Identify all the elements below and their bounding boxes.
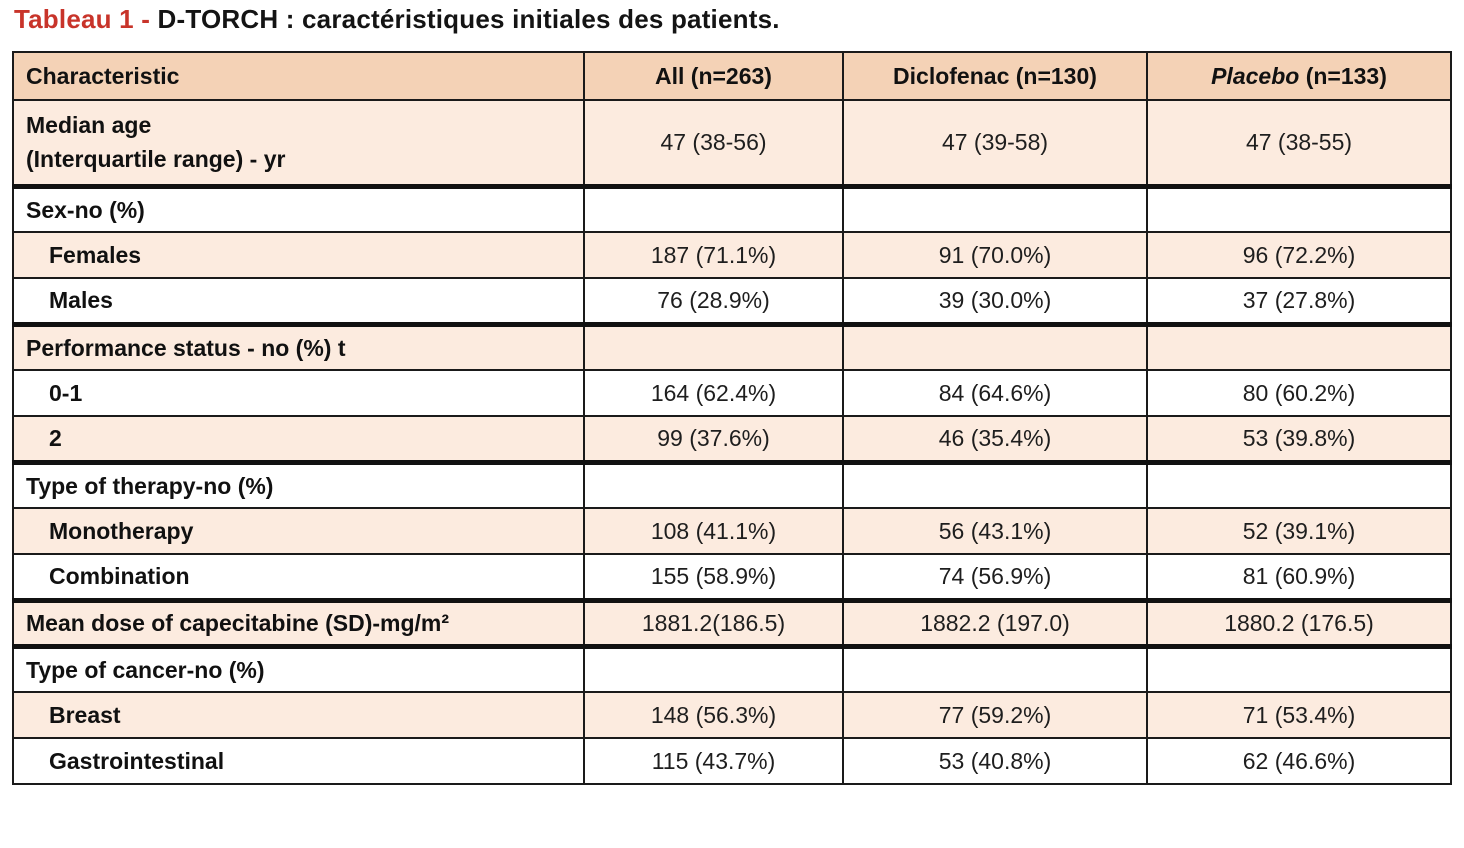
- table-caption: Tableau 1 - D-TORCH : caractéristiques i…: [14, 4, 780, 35]
- row-label: Type of cancer-no (%): [12, 645, 585, 693]
- cell-diclofenac: 56 (43.1%): [842, 507, 1148, 555]
- row-label: Mean dose of capecitabine (SD)-mg/m²: [12, 599, 585, 649]
- table-row: Monotherapy 108 (41.1%) 56 (43.1%) 52 (3…: [12, 507, 1452, 555]
- caption-text: D-TORCH : caractéristiques initiales des…: [150, 4, 780, 34]
- cell-diclofenac: 91 (70.0%): [842, 231, 1148, 279]
- cell-all: [583, 185, 844, 233]
- row-label: Monotherapy: [12, 507, 585, 555]
- table-row: 0-1 164 (62.4%) 84 (64.6%) 80 (60.2%): [12, 369, 1452, 417]
- header-placebo-n: (n=133): [1299, 62, 1387, 89]
- cell-all: 76 (28.9%): [583, 277, 844, 327]
- table-row: Gastrointestinal 115 (43.7%) 53 (40.8%) …: [12, 737, 1452, 785]
- table-row: Females 187 (71.1%) 91 (70.0%) 96 (72.2%…: [12, 231, 1452, 279]
- row-label: Females: [12, 231, 585, 279]
- cell-placebo: [1146, 185, 1452, 233]
- header-characteristic: Characteristic: [12, 51, 585, 101]
- header-all: All (n=263): [583, 51, 844, 101]
- cell-diclofenac: [842, 645, 1148, 693]
- table-row: Median age (Interquartile range) - yr 47…: [12, 99, 1452, 189]
- row-label-line2: (Interquartile range) - yr: [26, 146, 286, 173]
- table-row: Mean dose of capecitabine (SD)-mg/m² 188…: [12, 599, 1452, 649]
- cell-all: [583, 645, 844, 693]
- header-placebo: Placebo (n=133): [1146, 51, 1452, 101]
- cell-all: 99 (37.6%): [583, 415, 844, 465]
- row-label: Males: [12, 277, 585, 327]
- table-row: Sex-no (%): [12, 185, 1452, 233]
- row-label: Gastrointestinal: [12, 737, 585, 785]
- row-label: Combination: [12, 553, 585, 603]
- row-label-line1: Median age: [26, 111, 152, 138]
- row-label: 2: [12, 415, 585, 465]
- cell-diclofenac: 84 (64.6%): [842, 369, 1148, 417]
- cell-placebo: 62 (46.6%): [1146, 737, 1452, 785]
- cell-diclofenac: [842, 461, 1148, 509]
- cell-placebo: 37 (27.8%): [1146, 277, 1452, 327]
- cell-placebo: [1146, 645, 1452, 693]
- cell-placebo: [1146, 323, 1452, 371]
- table-row: Males 76 (28.9%) 39 (30.0%) 37 (27.8%): [12, 277, 1452, 327]
- table-row: Combination 155 (58.9%) 74 (56.9%) 81 (6…: [12, 553, 1452, 603]
- cell-diclofenac: 47 (39-58): [842, 99, 1148, 189]
- table-row: Performance status - no (%) t: [12, 323, 1452, 371]
- header-placebo-name: Placebo: [1211, 62, 1300, 89]
- cell-diclofenac: 1882.2 (197.0): [842, 599, 1148, 649]
- cell-diclofenac: 39 (30.0%): [842, 277, 1148, 327]
- row-label: Median age (Interquartile range) - yr: [12, 99, 585, 189]
- row-label: Performance status - no (%) t: [12, 323, 585, 371]
- cell-all: 187 (71.1%): [583, 231, 844, 279]
- cell-all: 47 (38-56): [583, 99, 844, 189]
- cell-diclofenac: [842, 185, 1148, 233]
- cell-placebo: 81 (60.9%): [1146, 553, 1452, 603]
- table-row: Type of therapy-no (%): [12, 461, 1452, 509]
- table-row: Type of cancer-no (%): [12, 645, 1452, 693]
- row-label: 0-1: [12, 369, 585, 417]
- cell-diclofenac: [842, 323, 1148, 371]
- table-row: Breast 148 (56.3%) 77 (59.2%) 71 (53.4%): [12, 691, 1452, 739]
- cell-placebo: [1146, 461, 1452, 509]
- cell-all: 155 (58.9%): [583, 553, 844, 603]
- cell-placebo: 53 (39.8%): [1146, 415, 1452, 465]
- header-row: Characteristic All (n=263) Diclofenac (n…: [12, 51, 1452, 101]
- cell-placebo: 71 (53.4%): [1146, 691, 1452, 739]
- cell-placebo: 96 (72.2%): [1146, 231, 1452, 279]
- cell-all: 115 (43.7%): [583, 737, 844, 785]
- cell-all: 1881.2(186.5): [583, 599, 844, 649]
- row-label: Sex-no (%): [12, 185, 585, 233]
- header-diclofenac: Diclofenac (n=130): [842, 51, 1148, 101]
- cell-all: 148 (56.3%): [583, 691, 844, 739]
- cell-diclofenac: 53 (40.8%): [842, 737, 1148, 785]
- cell-diclofenac: 77 (59.2%): [842, 691, 1148, 739]
- row-label: Breast: [12, 691, 585, 739]
- cell-diclofenac: 74 (56.9%): [842, 553, 1148, 603]
- caption-prefix: Tableau 1 -: [14, 4, 151, 34]
- table-row: 2 99 (37.6%) 46 (35.4%) 53 (39.8%): [12, 415, 1452, 465]
- cell-diclofenac: 46 (35.4%): [842, 415, 1148, 465]
- cell-placebo: 52 (39.1%): [1146, 507, 1452, 555]
- patient-characteristics-table: Characteristic All (n=263) Diclofenac (n…: [12, 51, 1452, 785]
- cell-all: [583, 323, 844, 371]
- cell-placebo: 47 (38-55): [1146, 99, 1452, 189]
- row-label: Type of therapy-no (%): [12, 461, 585, 509]
- cell-placebo: 80 (60.2%): [1146, 369, 1452, 417]
- cell-all: 164 (62.4%): [583, 369, 844, 417]
- cell-all: [583, 461, 844, 509]
- cell-all: 108 (41.1%): [583, 507, 844, 555]
- cell-placebo: 1880.2 (176.5): [1146, 599, 1452, 649]
